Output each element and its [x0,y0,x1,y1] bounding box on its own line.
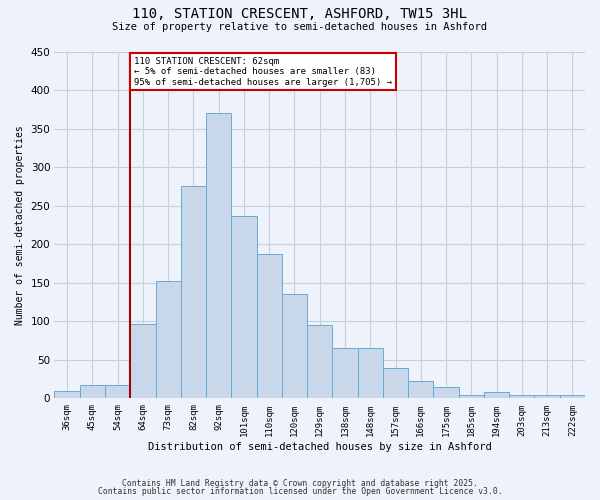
Bar [484,392,509,398]
Bar [130,324,155,398]
Bar [458,394,484,398]
X-axis label: Distribution of semi-detached houses by size in Ashford: Distribution of semi-detached houses by … [148,442,491,452]
Y-axis label: Number of semi-detached properties: Number of semi-detached properties [15,125,25,325]
Bar [206,113,232,399]
Bar [560,394,585,398]
Text: 110, STATION CRESCENT, ASHFORD, TW15 3HL: 110, STATION CRESCENT, ASHFORD, TW15 3HL [133,8,467,22]
Text: Contains public sector information licensed under the Open Government Licence v3: Contains public sector information licen… [98,487,502,496]
Bar [332,348,358,399]
Text: Size of property relative to semi-detached houses in Ashford: Size of property relative to semi-detach… [113,22,487,32]
Bar [55,390,80,398]
Bar [232,216,257,398]
Bar [257,254,282,398]
Bar [282,294,307,399]
Bar [535,394,560,398]
Bar [105,384,130,398]
Bar [155,282,181,399]
Bar [509,394,535,398]
Text: Contains HM Land Registry data © Crown copyright and database right 2025.: Contains HM Land Registry data © Crown c… [122,478,478,488]
Bar [408,382,433,398]
Bar [383,368,408,398]
Text: 110 STATION CRESCENT: 62sqm
← 5% of semi-detached houses are smaller (83)
95% of: 110 STATION CRESCENT: 62sqm ← 5% of semi… [134,57,392,86]
Bar [181,186,206,398]
Bar [307,325,332,398]
Bar [433,387,458,398]
Bar [80,384,105,398]
Bar [358,348,383,399]
